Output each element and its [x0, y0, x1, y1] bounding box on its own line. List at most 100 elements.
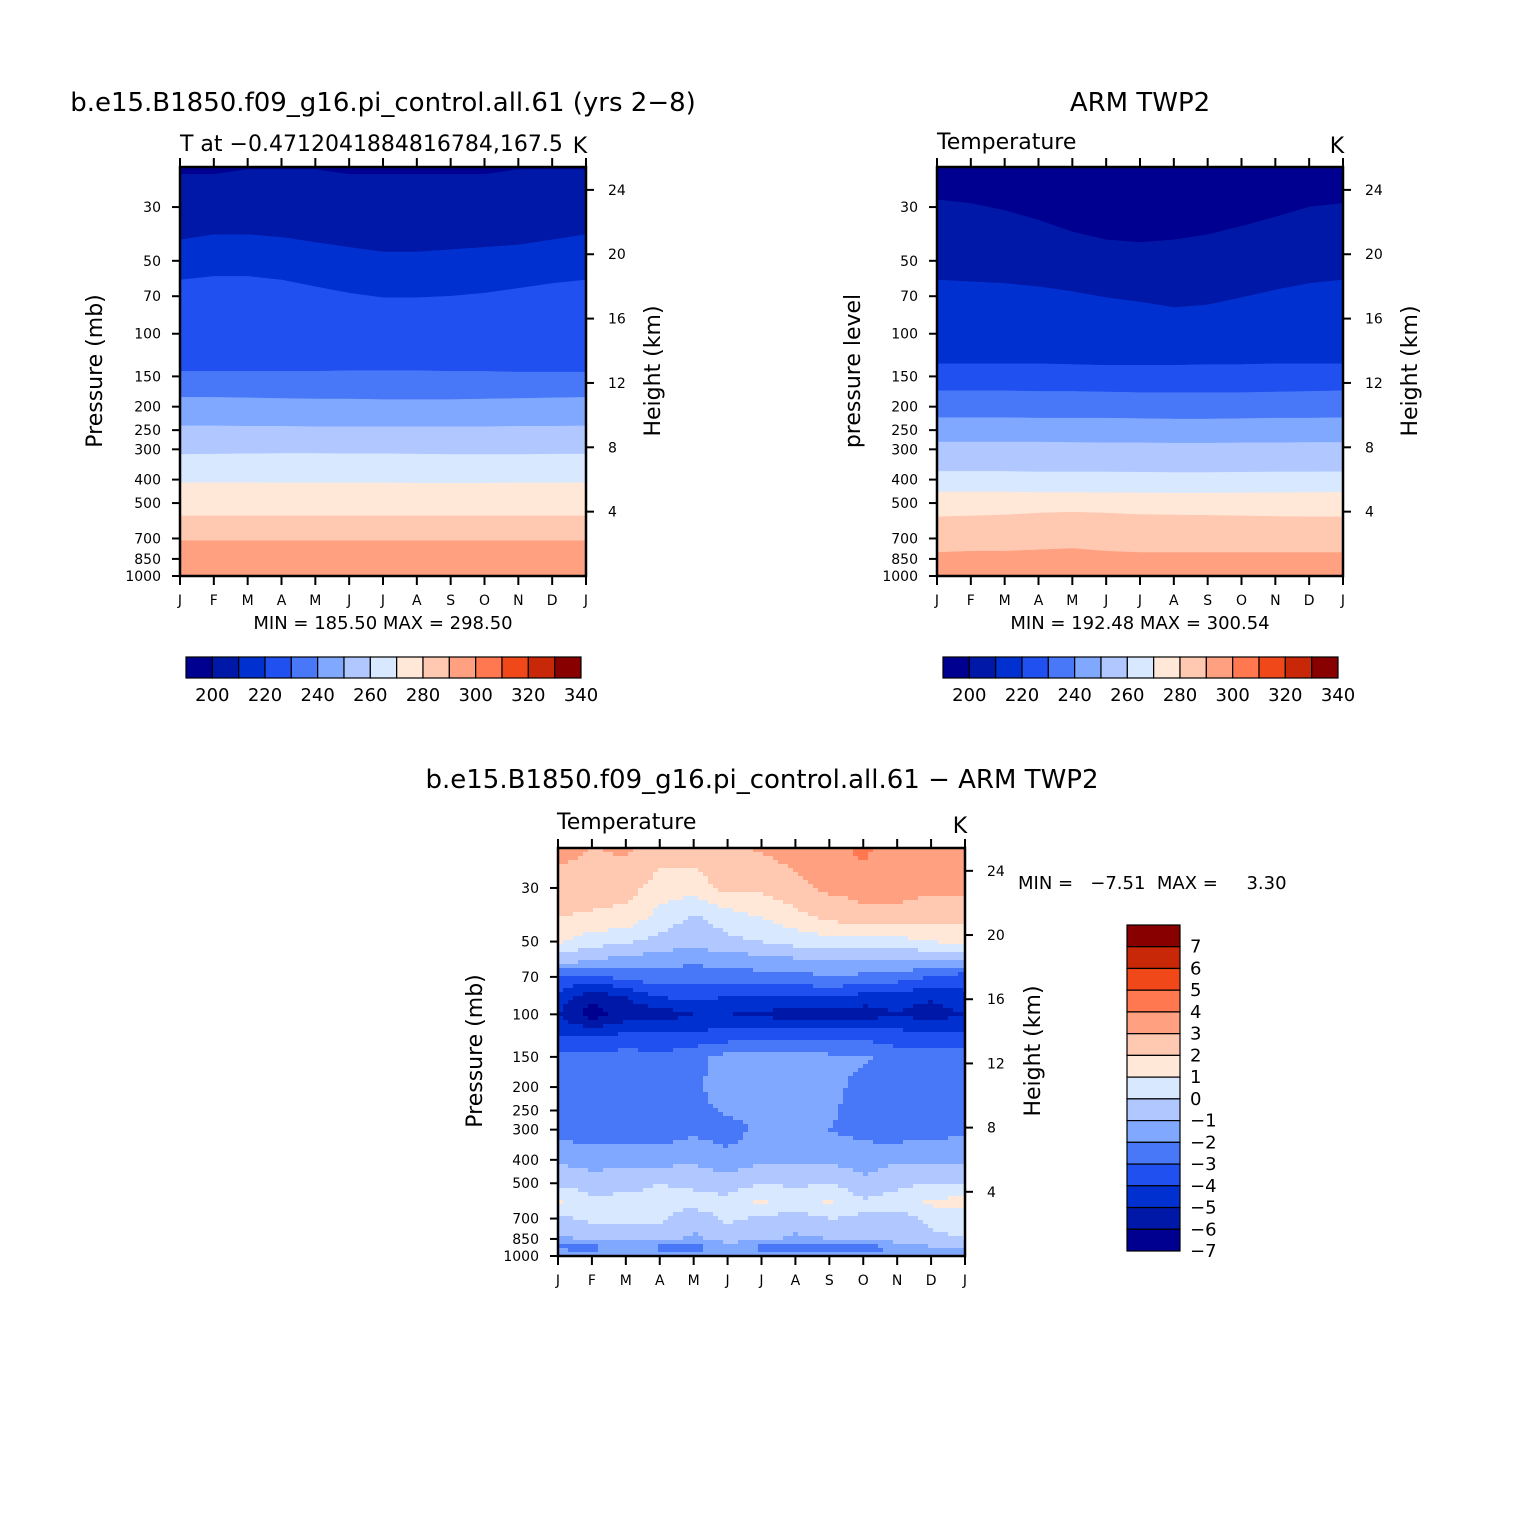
panel-diff-grid-cell [688, 860, 694, 865]
panel-diff-grid-cell [913, 888, 919, 893]
panel-diff-grid-cell [738, 1060, 744, 1065]
panel-diff-grid-cell [923, 864, 929, 869]
panel-diff-grid-cell [713, 848, 719, 853]
panel-diff-grid-cell [613, 1004, 619, 1009]
panel-diff-grid-cell [903, 1048, 909, 1053]
panel-diff-grid-cell [623, 1068, 629, 1073]
panel-diff-grid-cell [743, 944, 749, 949]
panel-diff-grid-cell [908, 856, 914, 861]
panel-diff-grid-cell [773, 948, 779, 953]
panel-diff-grid-cell [663, 972, 669, 977]
panel-diff-grid-cell [798, 1056, 804, 1061]
panel-diff-grid-cell [683, 960, 689, 965]
panel-diff-grid-cell [943, 1040, 949, 1045]
panel-diff-grid-cell [958, 1028, 964, 1033]
panel-diff-grid-cell [903, 920, 909, 925]
panel-diff-grid-cell [618, 904, 624, 909]
panel-diff-grid-cell [908, 956, 914, 961]
panel-diff-grid-cell [573, 1072, 579, 1077]
panel-diff-grid-cell [723, 1028, 729, 1033]
panel-diff-grid-cell [653, 972, 659, 977]
panel-diff-grid-cell [718, 872, 724, 877]
panel-diff-grid-cell [853, 952, 859, 957]
panel-diff-grid-cell [758, 872, 764, 877]
panel-diff-grid-cell [828, 928, 834, 933]
panel-diff-grid-cell [803, 900, 809, 905]
panel-diff-grid-cell [868, 868, 874, 873]
panel-model-colorbar-box [211, 656, 240, 679]
panel-diff-grid-cell [938, 904, 944, 909]
panel-diff-grid-cell [678, 1064, 684, 1069]
panel-diff-grid-cell [593, 860, 599, 865]
panel-diff-grid-cell [563, 960, 569, 965]
panel-diff-grid-cell [588, 1076, 594, 1081]
panel-diff-grid-cell [613, 936, 619, 941]
panel-model-colorbar-box [317, 656, 345, 679]
panel-model-plot: J F M A M J J A S O N D J305070100150200250300400500… [125, 158, 626, 609]
panel-diff-grid-cell [593, 988, 599, 993]
panel-diff-grid-cell [608, 1040, 614, 1045]
panel-diff-grid-cell [903, 1068, 909, 1073]
panel-diff-grid-cell [778, 856, 784, 861]
panel-diff-grid-cell [563, 908, 569, 913]
panel-diff-grid-cell [848, 1060, 854, 1065]
panel-diff-grid-cell [688, 1068, 694, 1073]
panel-model-contour-band [179, 397, 587, 427]
panel-diff-grid-cell [923, 992, 929, 997]
panel-diff-grid-cell [613, 980, 619, 985]
panel-diff-grid-cell [643, 916, 649, 921]
panel-diff-grid-cell [623, 952, 629, 957]
panel-diff-grid-cell [603, 936, 609, 941]
panel-diff-grid-cell [753, 1044, 759, 1049]
panel-diff-grid-cell [843, 880, 849, 885]
panel-diff-grid-cell [678, 916, 684, 921]
panel-diff-grid-cell [898, 860, 904, 865]
panel-diff-grid-cell [798, 912, 804, 917]
panel-diff-grid-cell [563, 968, 569, 973]
panel-diff-grid-cell [813, 916, 819, 921]
panel-diff-grid-cell [728, 904, 734, 909]
panel-diff-grid-cell [773, 1052, 779, 1057]
panel-diff-grid-cell [883, 1012, 889, 1017]
panel-diff-grid-cell [943, 968, 949, 973]
panel-diff-grid-cell [688, 912, 694, 917]
panel-diff-grid-cell [948, 1048, 954, 1053]
panel-diff-grid-cell [568, 860, 574, 865]
panel-diff-grid-cell [653, 860, 659, 865]
panel-diff-grid-cell [833, 956, 839, 961]
panel-diff-grid-cell [953, 872, 959, 877]
panel-diff-grid-cell [613, 960, 619, 965]
panel-diff-grid-cell [563, 1068, 569, 1073]
panel-diff-grid-cell [793, 952, 799, 957]
panel-diff-grid-cell [898, 1076, 904, 1081]
panel-diff-grid-cell [833, 996, 839, 1001]
panel-diff-grid-cell [658, 920, 664, 925]
panel-diff-grid-cell [768, 892, 774, 897]
panel-diff-grid-cell [843, 972, 849, 977]
panel-diff-grid-cell [888, 936, 894, 941]
panel-diff-grid-cell [628, 860, 634, 865]
panel-diff-grid-cell [808, 912, 814, 917]
panel-diff-grid-cell [643, 904, 649, 909]
panel-diff-grid-cell [588, 1032, 594, 1037]
panel-diff-grid-cell [723, 1068, 729, 1073]
panel-diff-grid-cell [708, 1072, 714, 1077]
panel-diff-grid-cell [908, 852, 914, 857]
panel-diff-grid-cell [688, 1044, 694, 1049]
panel-diff-grid-cell [928, 848, 934, 853]
panel-diff-grid-cell [913, 928, 919, 933]
panel-diff-grid-cell [873, 888, 879, 893]
panel-diff-grid-cell [628, 916, 634, 921]
panel-diff-grid-cell [643, 848, 649, 853]
panel-diff-grid-cell [608, 872, 614, 877]
panel-model-colorbar-label: 200 [195, 685, 229, 706]
panel-diff-grid-cell [923, 960, 929, 965]
panel-diff-grid-cell [718, 952, 724, 957]
panel-diff-grid-cell [658, 876, 664, 881]
panel-diff-grid-cell [738, 864, 744, 869]
panel-diff-grid-cell [568, 1036, 574, 1041]
panel-diff-grid-cell [878, 924, 884, 929]
panel-diff-grid-cell [653, 1032, 659, 1037]
panel-diff-grid-cell [663, 860, 669, 865]
panel-diff-grid-cell [913, 904, 919, 909]
